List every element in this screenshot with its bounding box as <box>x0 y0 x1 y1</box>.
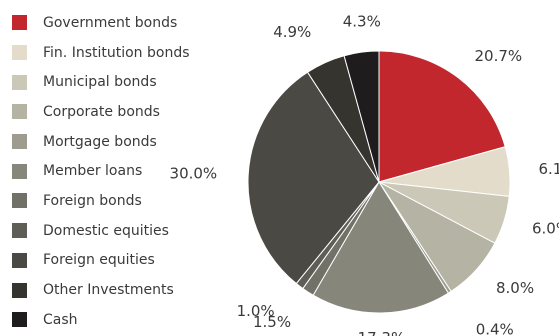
legend-item: Mortgage bonds <box>12 127 222 157</box>
legend-label: Corporate bonds <box>43 103 160 120</box>
pie-slice <box>247 71 380 285</box>
slice-label: 20.7% <box>475 47 523 65</box>
legend-label: Municipal bonds <box>43 74 157 91</box>
legend-swatch <box>12 312 27 328</box>
legend-item: Corporate bonds <box>12 97 222 127</box>
legend-item: Member loans <box>12 156 222 186</box>
legend-label: Domestic equities <box>43 222 169 239</box>
chart-legend: Government bonds Fin. Institution bonds Mu… <box>12 8 222 335</box>
legend-swatch <box>12 45 27 61</box>
legend-item: Municipal bonds <box>12 67 222 97</box>
legend-swatch <box>12 104 27 120</box>
legend-label: Government bonds <box>43 14 178 31</box>
slice-label: 6.1% <box>539 160 559 178</box>
slice-label: 0.4% <box>476 320 514 336</box>
slice-label: 8.0% <box>496 279 534 297</box>
legend-item: Foreign equities <box>12 246 222 276</box>
legend-label: Other Investments <box>43 282 174 299</box>
pie-slice <box>378 50 506 183</box>
slice-label: 4.3% <box>343 12 381 30</box>
legend-swatch <box>12 252 27 268</box>
slice-label: 1.0% <box>237 302 275 320</box>
legend-label: Member loans <box>43 163 143 180</box>
legend-label: Fin. Institution bonds <box>43 44 190 61</box>
slice-label: 30.0% <box>170 164 218 182</box>
legend-swatch <box>12 282 27 298</box>
legend-item: Other Investments <box>12 275 222 305</box>
legend-swatch <box>12 74 27 90</box>
legend-swatch <box>12 223 27 239</box>
legend-label: Foreign bonds <box>43 192 142 209</box>
legend-swatch <box>12 193 27 209</box>
legend-swatch <box>12 15 27 31</box>
legend-swatch <box>12 134 27 150</box>
slice-label: 6.0% <box>532 219 559 237</box>
legend-item: Cash <box>12 305 222 335</box>
legend-label: Cash <box>43 311 78 328</box>
legend-item: Fin. Institution bonds <box>12 38 222 68</box>
pie-slice <box>312 181 450 314</box>
legend-item: Domestic equities <box>12 216 222 246</box>
legend-label: Foreign equities <box>43 252 155 269</box>
legend-item: Foreign bonds <box>12 186 222 216</box>
slice-label: 1.5% <box>253 313 291 331</box>
pie-slice <box>343 50 380 183</box>
legend-item: Government bonds <box>12 8 222 38</box>
slice-label: 17.3% <box>358 329 406 336</box>
legend-swatch <box>12 163 27 179</box>
slice-label: 4.9% <box>273 23 311 41</box>
legend-label: Mortgage bonds <box>43 133 157 150</box>
